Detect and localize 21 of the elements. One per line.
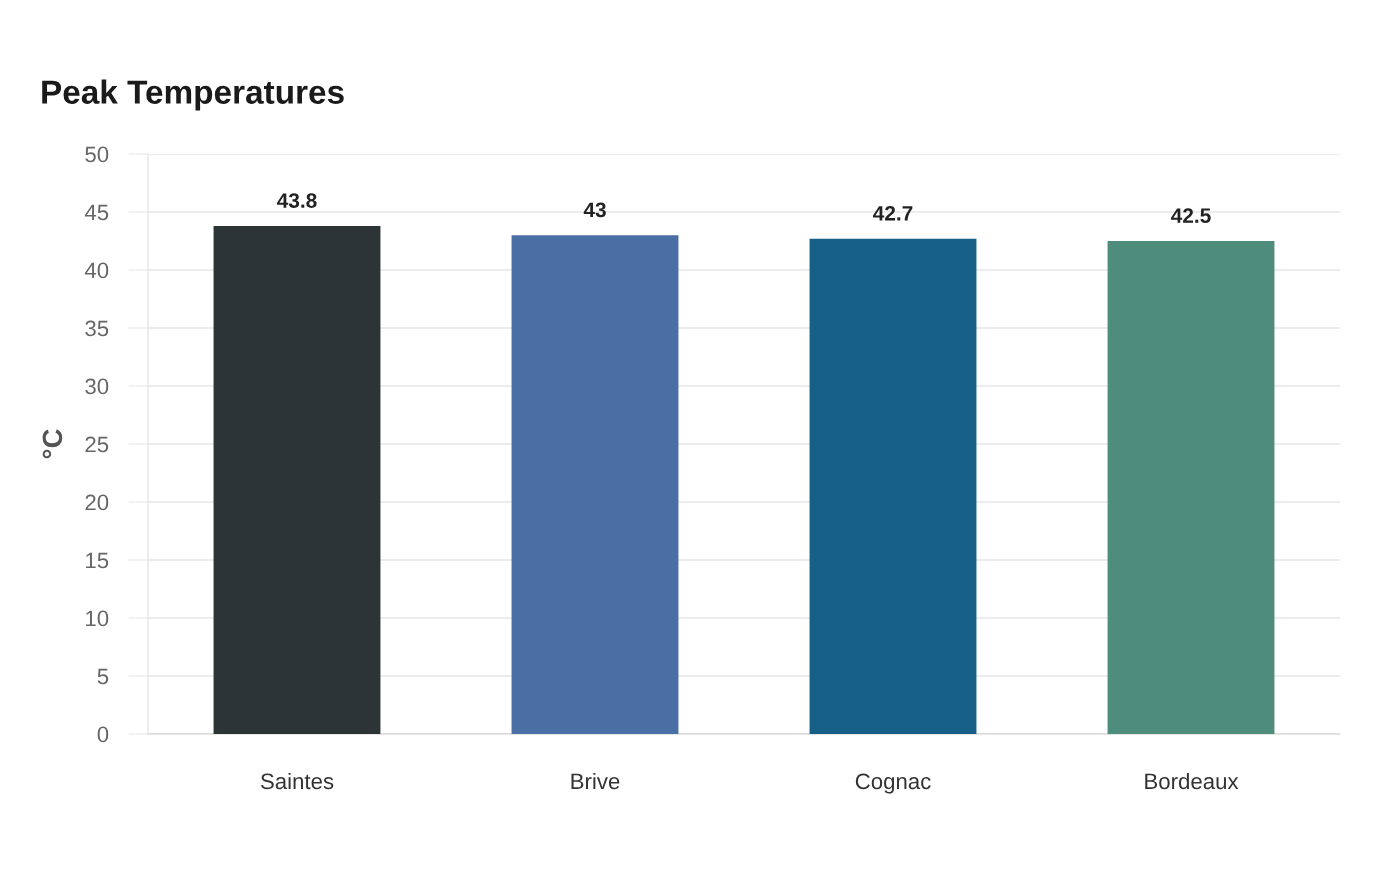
x-tick-label: Bordeaux <box>1145 772 1239 790</box>
y-tick-label: 0 <box>97 726 109 743</box>
x-tick-label: Saintes <box>260 772 334 790</box>
chart-title: Peak Temperatures <box>42 79 344 111</box>
y-tick-label: 45 <box>84 204 109 221</box>
data-label: 42.5 <box>1171 208 1211 223</box>
data-label: 43.8 <box>277 193 317 208</box>
y-tick-label: 15 <box>86 552 109 569</box>
x-tick-label: Brive <box>571 772 620 790</box>
data-label: 42.7 <box>873 205 913 221</box>
y-tick-label: 40 <box>84 262 109 279</box>
y-tick-label: 50 <box>85 146 109 163</box>
y-tick-label: 30 <box>85 378 109 395</box>
y-tick-label: 20 <box>85 494 109 511</box>
y-tick-label: 5 <box>97 668 109 685</box>
y-tick-label: 10 <box>86 610 109 627</box>
data-label: 43 <box>583 202 606 218</box>
x-tick-label: Cognac <box>855 773 931 794</box>
y-axis-title: °C <box>42 429 63 459</box>
y-tick-label: 35 <box>85 320 109 337</box>
y-tick-label: 25 <box>85 436 109 453</box>
